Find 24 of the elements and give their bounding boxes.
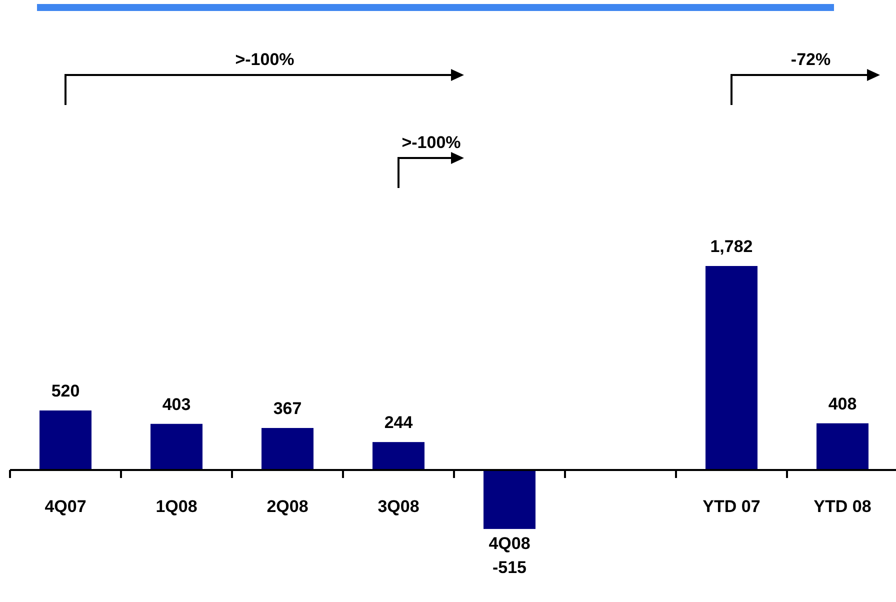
text: >-100% (235, 50, 294, 69)
x-tick-label: YTD 07 (702, 497, 760, 516)
x-tick-label: YTD 08 (814, 497, 872, 516)
data-label: 367 (273, 398, 302, 418)
x-tick-label: 4Q07 (44, 497, 86, 516)
data-label: 244 (384, 413, 414, 432)
bar (262, 428, 314, 470)
data-label: 520 (51, 381, 80, 400)
bar (40, 410, 92, 470)
bar (706, 266, 758, 470)
x-tick-label: 4Q08 (488, 534, 530, 553)
data-label: 1,782 (710, 237, 753, 256)
data-label: 408 (828, 394, 857, 414)
bar (372, 442, 424, 470)
bar (816, 423, 868, 470)
x-tick-label: 3Q08 (378, 497, 420, 516)
text: >-100% (402, 133, 461, 152)
text: -72% (790, 50, 831, 69)
x-tick-label: 2Q08 (266, 497, 308, 516)
x-tick-label: 1Q08 (156, 497, 198, 516)
data-label: 403 (162, 394, 191, 414)
bar (484, 470, 536, 529)
bar (150, 424, 202, 470)
data-label: -515 (492, 558, 527, 577)
